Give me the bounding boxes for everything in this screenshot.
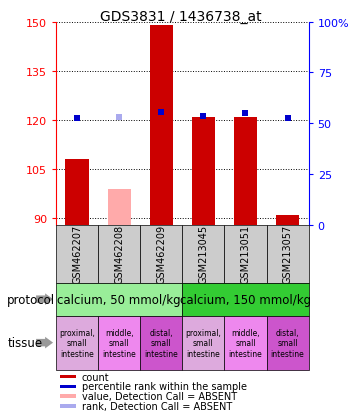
Bar (60, 375, 76, 378)
Bar (108, 189, 131, 225)
Text: percentile rank within the sample: percentile rank within the sample (82, 382, 247, 392)
Bar (225, 316, 266, 370)
Bar (98, 225, 140, 283)
Bar (182, 225, 225, 283)
Text: tissue: tissue (7, 336, 42, 349)
Bar (140, 225, 182, 283)
Bar (276, 215, 299, 225)
Text: GSM462209: GSM462209 (156, 225, 166, 283)
Bar (182, 283, 309, 316)
Text: protocol: protocol (7, 293, 55, 306)
Bar (65, 160, 88, 225)
Text: value, Detection Call = ABSENT: value, Detection Call = ABSENT (82, 391, 237, 401)
Text: distal,
small
intestine: distal, small intestine (144, 328, 178, 358)
Text: proximal,
small
intestine: proximal, small intestine (186, 328, 221, 358)
Text: proximal,
small
intestine: proximal, small intestine (59, 328, 95, 358)
Bar (60, 404, 76, 408)
Bar (192, 117, 215, 225)
Bar (234, 117, 257, 225)
Text: rank, Detection Call = ABSENT: rank, Detection Call = ABSENT (82, 401, 232, 411)
Bar (182, 316, 225, 370)
Text: middle,
small
intestine: middle, small intestine (229, 328, 262, 358)
Text: GSM213045: GSM213045 (198, 225, 208, 283)
Bar (98, 316, 140, 370)
Text: GDS3831 / 1436738_at: GDS3831 / 1436738_at (100, 10, 261, 24)
Text: count: count (82, 372, 109, 382)
Bar (60, 394, 76, 398)
Text: distal,
small
intestine: distal, small intestine (271, 328, 304, 358)
Bar (266, 316, 309, 370)
Text: GSM462208: GSM462208 (114, 225, 124, 283)
Bar (225, 225, 266, 283)
Text: middle,
small
intestine: middle, small intestine (102, 328, 136, 358)
Text: GSM462207: GSM462207 (72, 224, 82, 284)
Text: calcium, 50 mmol/kg: calcium, 50 mmol/kg (57, 293, 181, 306)
Bar (56, 225, 98, 283)
Bar (56, 283, 182, 316)
Bar (266, 225, 309, 283)
Text: calcium, 150 mmol/kg: calcium, 150 mmol/kg (180, 293, 311, 306)
Text: GSM213057: GSM213057 (283, 224, 293, 284)
Text: GSM213051: GSM213051 (240, 225, 251, 283)
Bar (140, 316, 182, 370)
Bar (150, 26, 173, 225)
Bar (56, 316, 98, 370)
Bar (60, 385, 76, 388)
